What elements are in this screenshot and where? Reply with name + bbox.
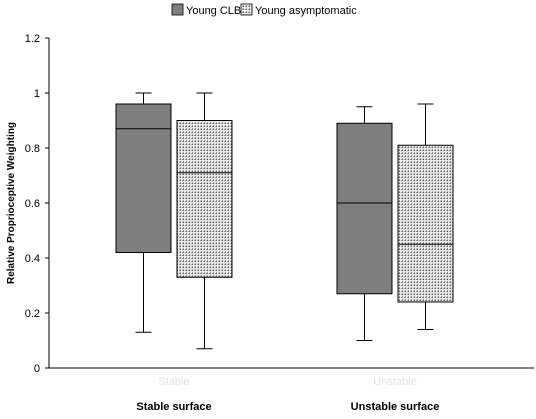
legend-swatch [171, 3, 184, 16]
box-series-group [115, 92, 454, 350]
y-tick-label: 1 [34, 88, 40, 100]
x-axis: Stable Stable surface Unstable Unstable sur… [49, 367, 534, 413]
y-tick-label: 0.6 [25, 198, 40, 210]
y-tick-label: 0.8 [25, 143, 40, 155]
box-0-0 [115, 92, 172, 333]
y-tick-label: 0.4 [25, 253, 40, 265]
y-axis: 0 0.2 0.4 0.6 0.8 1 1.2 Relative Proprioceptive… [6, 33, 50, 375]
box-body [397, 144, 454, 303]
legend-label: Young CLBP [186, 5, 249, 17]
box-1-0 [176, 92, 233, 350]
legend-swatch [240, 3, 253, 16]
faint-category-label: Stable [158, 376, 189, 388]
box-body [176, 120, 233, 278]
box-body [336, 122, 393, 295]
x-category-label: Unstable surface [351, 401, 440, 413]
box-body [115, 103, 172, 253]
faint-category-label: Unstable [373, 376, 416, 388]
x-category-label: Stable surface [136, 401, 211, 413]
y-axis-label: Relative Proprioceptive Weighting [6, 122, 17, 284]
box-0-1 [336, 106, 393, 341]
y-tick-label: 1.2 [25, 33, 40, 45]
legend-label: Young asymptomatic [255, 5, 357, 17]
y-tick-label: 0 [34, 363, 40, 375]
y-tick-label: 0.2 [25, 308, 40, 320]
legend: Young CLBP Young asymptomatic [171, 3, 357, 17]
box-1-1 [397, 103, 454, 330]
